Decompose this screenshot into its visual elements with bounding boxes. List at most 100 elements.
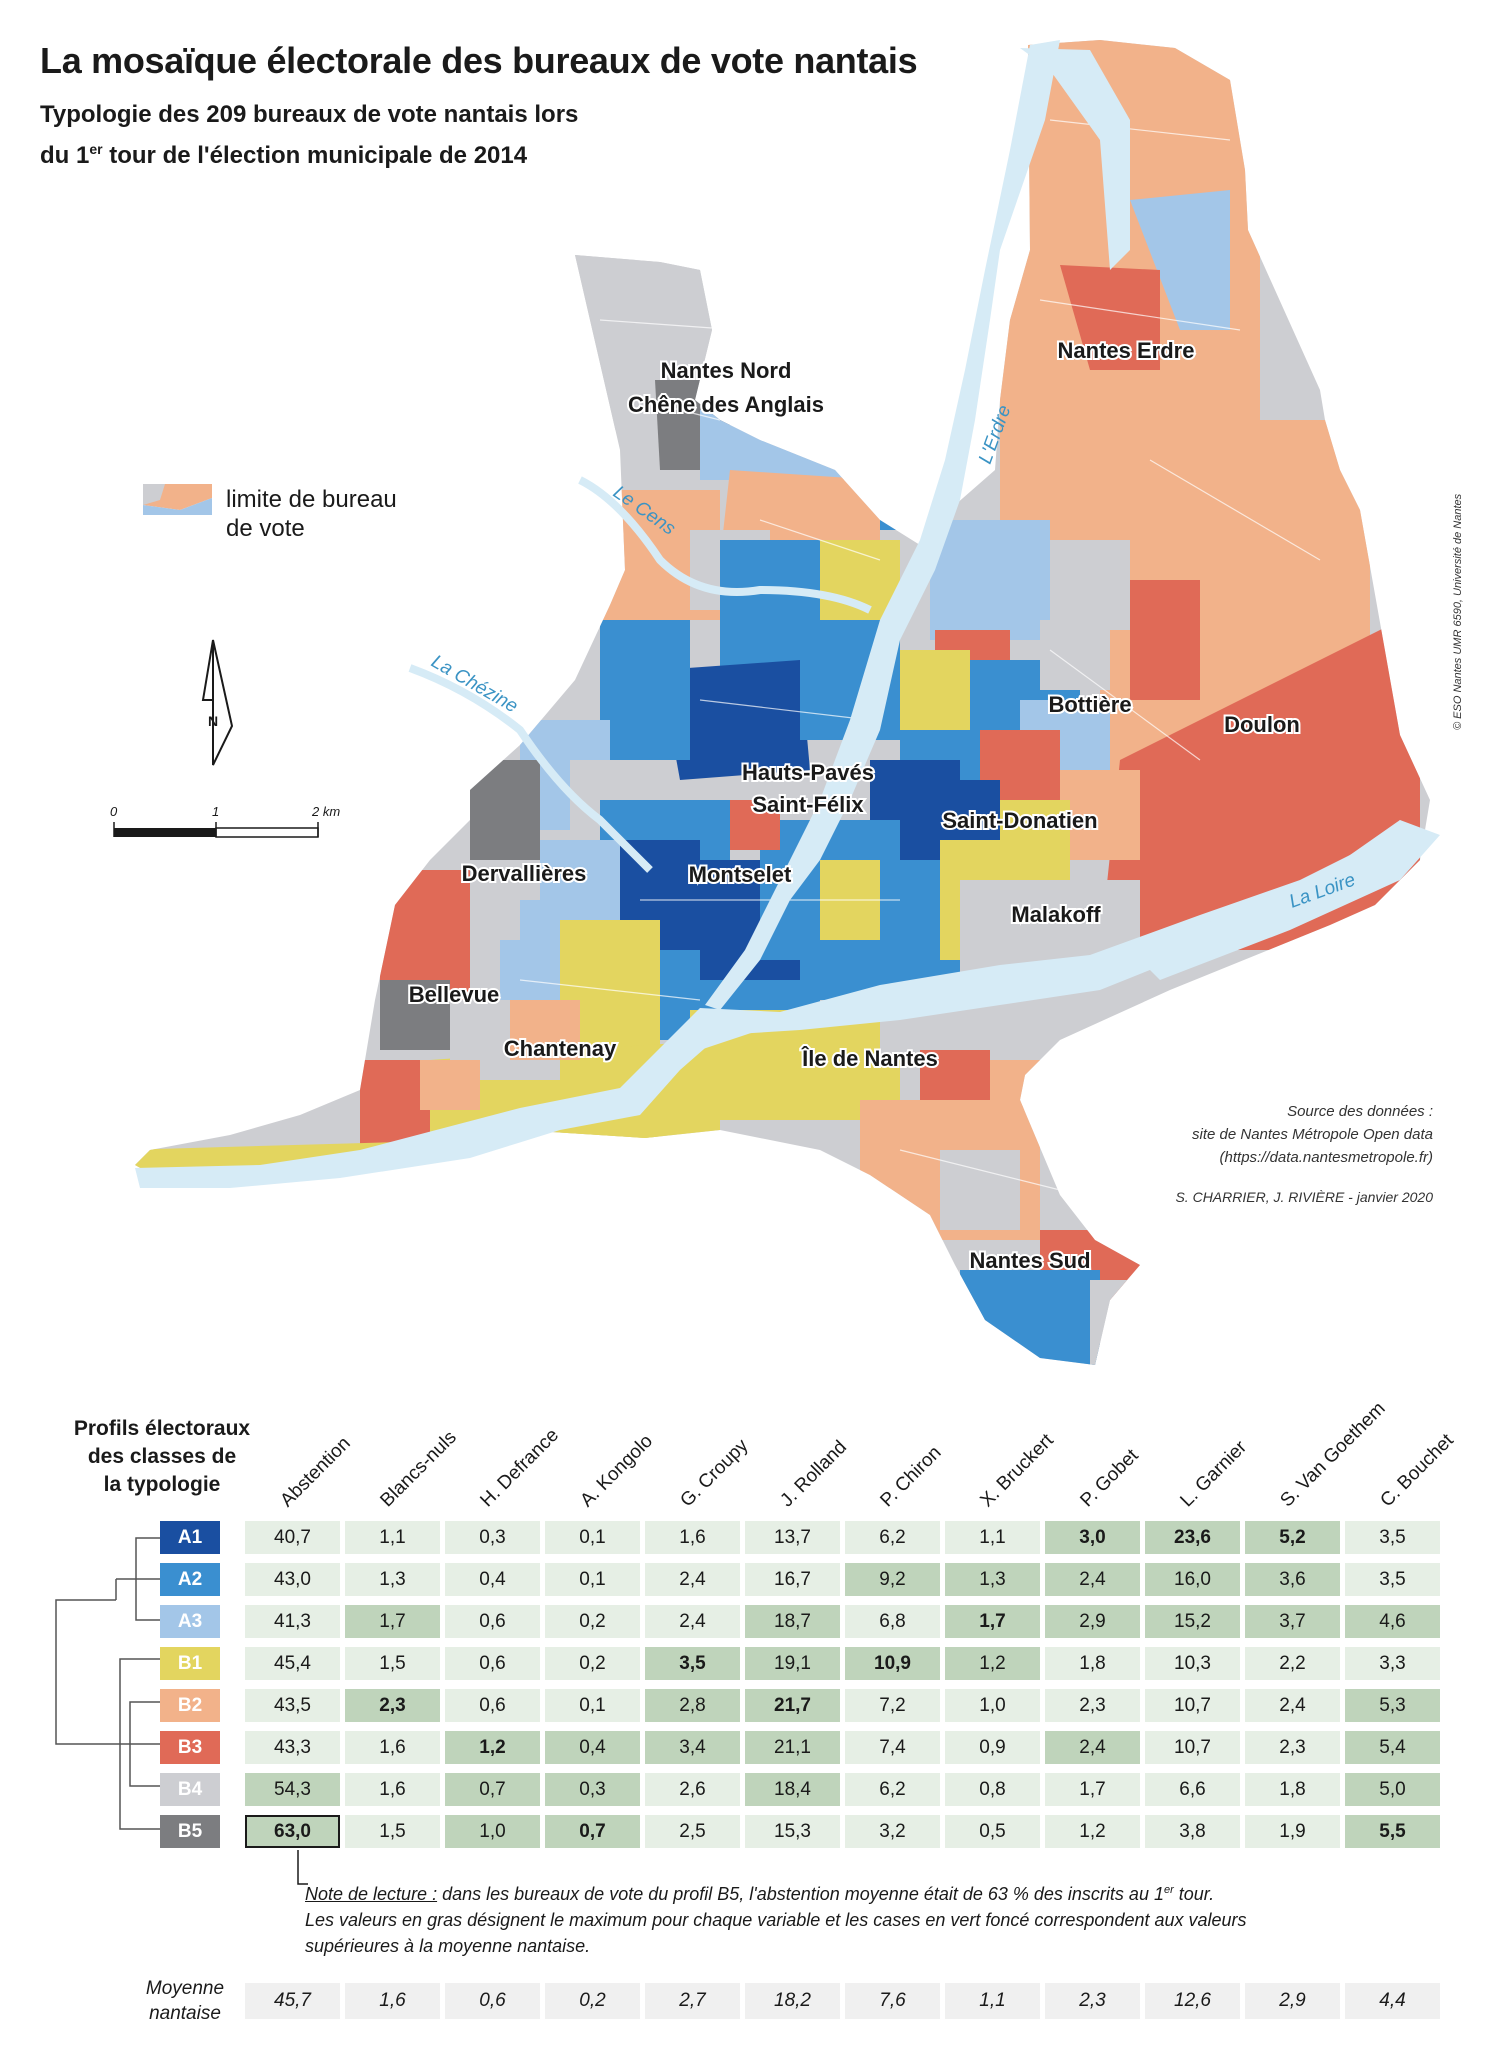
- rivers: [135, 40, 1440, 1188]
- column-header: L. Garnier: [1176, 1436, 1252, 1512]
- legend-swatch: [143, 484, 212, 515]
- table-cell: 0,2: [545, 1647, 640, 1680]
- table-cell: 43,0: [245, 1563, 340, 1596]
- table-cell: 43,3: [245, 1731, 340, 1764]
- class-badge: B3: [160, 1731, 220, 1764]
- average-cell: 7,6: [845, 1983, 940, 2019]
- table-cell: 40,7: [245, 1521, 340, 1554]
- class-badge: A1: [160, 1521, 220, 1554]
- table-cell: 1,3: [945, 1563, 1040, 1596]
- table-cell: 3,0: [1045, 1521, 1140, 1554]
- table-cell: 1,5: [345, 1815, 440, 1848]
- column-header: Blancs-nuls: [376, 1426, 461, 1512]
- class-badge: B4: [160, 1773, 220, 1806]
- table-cell: 7,4: [845, 1731, 940, 1764]
- svg-text:Malakoff: Malakoff: [1011, 902, 1101, 927]
- erdre-river: [705, 40, 1060, 1010]
- table-cell: 3,2: [845, 1815, 940, 1848]
- svg-text:Nantes Nord: Nantes Nord: [661, 358, 792, 383]
- table-cell: 1,0: [945, 1689, 1040, 1722]
- table-title: Profils électoraux des classes de la typ…: [73, 1417, 251, 1496]
- column-header: H. Defrance: [476, 1424, 563, 1512]
- chezine-river: [408, 664, 653, 873]
- table-cell: 2,4: [645, 1563, 740, 1596]
- table-cell: 6,2: [845, 1773, 940, 1806]
- table-cell: 10,9: [845, 1647, 940, 1680]
- table-cell: 0,8: [945, 1773, 1040, 1806]
- table-cell: 41,3: [245, 1605, 340, 1638]
- average-cell: 4,4: [1345, 1983, 1440, 2019]
- table-cell: 3,7: [1245, 1605, 1340, 1638]
- table-cell: 2,4: [1045, 1563, 1140, 1596]
- table-cell: 1,2: [1045, 1815, 1140, 1848]
- table-cell: 3,5: [1345, 1563, 1440, 1596]
- class-badge: A3: [160, 1605, 220, 1638]
- table-cell: 43,5: [245, 1689, 340, 1722]
- table-cell: 10,7: [1145, 1731, 1240, 1764]
- legend-label: limite de bureau de vote: [226, 486, 397, 542]
- table-cell: 13,7: [745, 1521, 840, 1554]
- data-source: Source des données : site de Nantes Métr…: [1192, 1103, 1433, 1166]
- table-cell: 1,6: [345, 1773, 440, 1806]
- subtitle-line-2-end: tour de l'élection municipale de 2014: [102, 142, 528, 169]
- table-cell: 1,7: [1045, 1773, 1140, 1806]
- table-cell: 18,4: [745, 1773, 840, 1806]
- class-badge: B5: [160, 1815, 220, 1848]
- table-cell: 1,6: [345, 1731, 440, 1764]
- table-cell: 15,2: [1145, 1605, 1240, 1638]
- table-cell: 1,0: [445, 1815, 540, 1848]
- subtitle-sup: er: [89, 141, 103, 157]
- table-cell: 5,5: [1345, 1815, 1440, 1848]
- table-cell: 1,7: [945, 1605, 1040, 1638]
- table-cell: 0,2: [545, 1605, 640, 1638]
- table-cell: 5,4: [1345, 1731, 1440, 1764]
- table-cell: 2,5: [645, 1815, 740, 1848]
- table-cell: 1,2: [945, 1647, 1040, 1680]
- table-cell: 2,6: [645, 1773, 740, 1806]
- table-cell: 3,3: [1345, 1647, 1440, 1680]
- table-cell: 21,7: [745, 1689, 840, 1722]
- svg-text:Chantenay: Chantenay: [504, 1036, 617, 1061]
- table-cell: 2,3: [345, 1689, 440, 1722]
- column-header: P. Chiron: [876, 1442, 946, 1512]
- svg-text:Dervallières: Dervallières: [462, 861, 587, 886]
- table-cell: 0,3: [445, 1521, 540, 1554]
- table-cell: 5,0: [1345, 1773, 1440, 1806]
- svg-text:Bottière: Bottière: [1048, 692, 1131, 717]
- average-cell: 0,2: [545, 1983, 640, 2019]
- table-cell: 6,6: [1145, 1773, 1240, 1806]
- average-cell: 1,1: [945, 1983, 1040, 2019]
- table-cell: 1,1: [345, 1521, 440, 1554]
- table-cell: 0,9: [945, 1731, 1040, 1764]
- table-cell: 18,7: [745, 1605, 840, 1638]
- scale-label-1: 1: [212, 804, 220, 819]
- table-cell: 21,1: [745, 1731, 840, 1764]
- column-header: S. Van Goethem: [1276, 1398, 1390, 1512]
- table-cell: 7,2: [845, 1689, 940, 1722]
- table-cell: 9,2: [845, 1563, 940, 1596]
- table-cell: 1,5: [345, 1647, 440, 1680]
- average-cell: 45,7: [245, 1983, 340, 2019]
- table-cell: 2,2: [1245, 1647, 1340, 1680]
- dendrogram: [55, 1537, 160, 1830]
- table-cell: 16,0: [1145, 1563, 1240, 1596]
- table-cell: 1,8: [1245, 1773, 1340, 1806]
- scale-label-0: 0: [110, 804, 118, 819]
- table-cell: 15,3: [745, 1815, 840, 1848]
- svg-text:Saint-Donatien: Saint-Donatien: [942, 808, 1097, 833]
- table-cell: 0,4: [545, 1731, 640, 1764]
- table-cell: 0,1: [545, 1521, 640, 1554]
- table-cell: 23,6: [1145, 1521, 1240, 1554]
- table-cell: 0,5: [945, 1815, 1040, 1848]
- average-cell: 2,3: [1045, 1983, 1140, 2019]
- average-cell: 2,9: [1245, 1983, 1340, 2019]
- page-title: La mosaïque électorale des bureaux de vo…: [40, 40, 918, 81]
- electoral-map: Le Cens La Chézine L'Erdre La Loire Nant…: [113, 40, 1440, 1365]
- subtitle-line-1: Typologie des 209 bureaux de vote nantai…: [40, 101, 579, 128]
- table-cell: 16,7: [745, 1563, 840, 1596]
- table-cell: 0,7: [545, 1815, 640, 1848]
- table-cell: 0,4: [445, 1563, 540, 1596]
- table-cell: 1,1: [945, 1521, 1040, 1554]
- table-cell: 1,3: [345, 1563, 440, 1596]
- cens-river: [578, 476, 872, 614]
